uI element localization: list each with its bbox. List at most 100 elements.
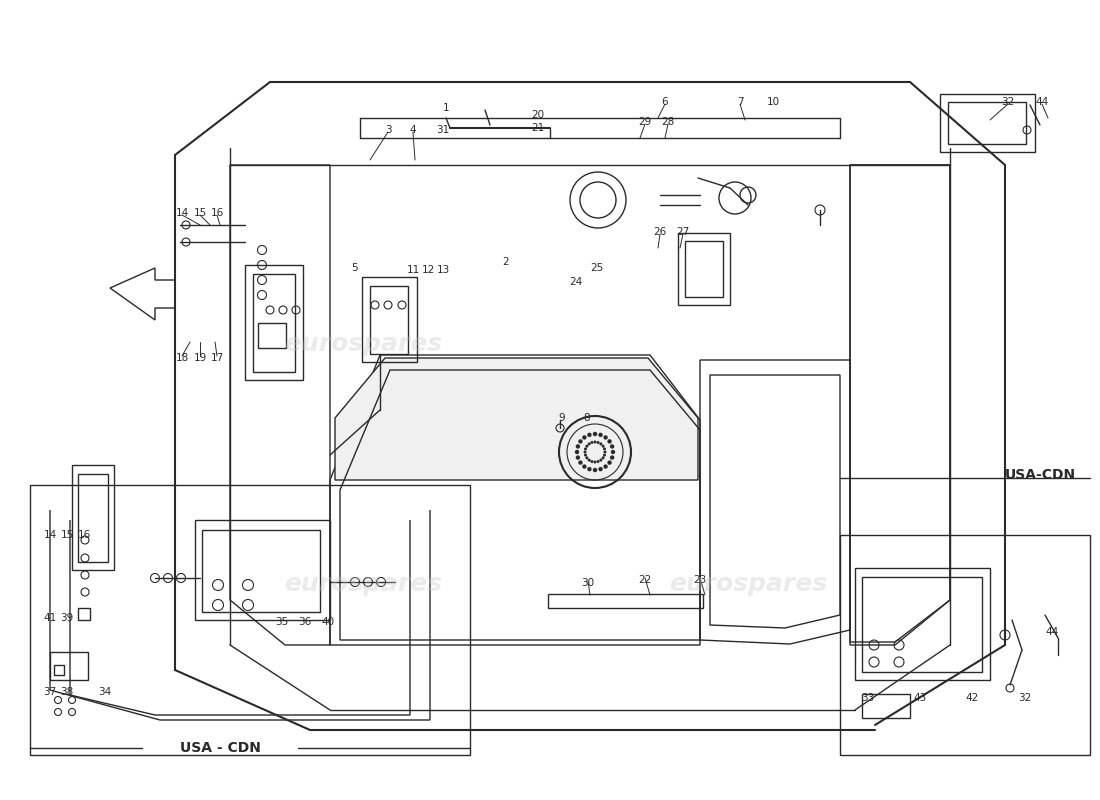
Circle shape [594, 441, 596, 443]
Text: 6: 6 [662, 97, 669, 107]
Circle shape [602, 456, 605, 459]
Text: eurospares: eurospares [284, 332, 442, 356]
Bar [253, 274, 295, 372]
Text: 9: 9 [559, 413, 565, 423]
Text: eurospares: eurospares [284, 572, 442, 596]
Circle shape [575, 455, 580, 460]
Text: 26: 26 [653, 227, 667, 237]
Circle shape [583, 450, 586, 454]
Text: 12: 12 [421, 265, 434, 275]
Text: 35: 35 [275, 617, 288, 627]
Circle shape [598, 433, 603, 437]
Bar [78, 474, 108, 562]
Text: 25: 25 [591, 263, 604, 273]
Text: 22: 22 [638, 575, 651, 585]
Circle shape [607, 439, 612, 444]
Text: 44: 44 [1045, 627, 1058, 637]
Bar [840, 535, 1090, 755]
Circle shape [598, 467, 603, 471]
Text: 34: 34 [98, 687, 111, 697]
Bar [370, 286, 408, 354]
Bar [245, 265, 302, 380]
Text: 30: 30 [582, 578, 595, 588]
Text: 44: 44 [1035, 97, 1048, 107]
Text: 5: 5 [352, 263, 359, 273]
Bar [258, 323, 286, 348]
Circle shape [591, 460, 593, 463]
Text: 40: 40 [321, 617, 334, 627]
Text: 2: 2 [503, 257, 509, 267]
Text: 33: 33 [861, 693, 875, 703]
Circle shape [600, 458, 603, 462]
Bar [685, 241, 723, 297]
Bar [72, 465, 114, 570]
Circle shape [584, 447, 587, 450]
Circle shape [609, 444, 614, 449]
Text: 41: 41 [43, 613, 56, 623]
Circle shape [604, 450, 606, 454]
Bar [855, 568, 990, 680]
Circle shape [607, 460, 612, 465]
Circle shape [587, 442, 591, 446]
Text: 32: 32 [1001, 97, 1014, 107]
Text: 3: 3 [385, 125, 392, 135]
Circle shape [575, 450, 580, 454]
Text: 15: 15 [194, 208, 207, 218]
Circle shape [593, 432, 597, 436]
Text: 37: 37 [43, 687, 56, 697]
Text: 16: 16 [77, 530, 90, 540]
Circle shape [610, 450, 615, 454]
Text: 1: 1 [442, 103, 449, 113]
Circle shape [609, 455, 614, 460]
Bar [50, 652, 88, 680]
Text: 24: 24 [570, 277, 583, 287]
Text: 4: 4 [409, 125, 416, 135]
Bar [195, 520, 330, 620]
Bar [78, 608, 90, 620]
Circle shape [594, 461, 596, 463]
Text: 31: 31 [437, 125, 450, 135]
Text: 17: 17 [210, 353, 223, 363]
Circle shape [602, 445, 605, 448]
Polygon shape [336, 358, 698, 480]
Text: 32: 32 [1019, 693, 1032, 703]
Text: 11: 11 [406, 265, 419, 275]
Circle shape [587, 458, 591, 462]
Bar [678, 233, 730, 305]
Circle shape [587, 467, 592, 471]
Bar [362, 277, 417, 362]
Text: 21: 21 [531, 123, 544, 133]
Bar [548, 594, 703, 608]
Text: eurospares: eurospares [669, 572, 827, 596]
Bar [54, 665, 64, 675]
Circle shape [596, 460, 600, 463]
Circle shape [582, 435, 586, 440]
Text: 8: 8 [584, 413, 591, 423]
Circle shape [603, 447, 606, 450]
Text: 23: 23 [693, 575, 706, 585]
Text: 16: 16 [210, 208, 223, 218]
Text: 29: 29 [638, 117, 651, 127]
Circle shape [593, 468, 597, 472]
Circle shape [604, 464, 608, 469]
Circle shape [575, 444, 580, 449]
Text: 18: 18 [175, 353, 188, 363]
Circle shape [585, 456, 588, 459]
Text: 19: 19 [194, 353, 207, 363]
Circle shape [604, 435, 608, 440]
Circle shape [591, 441, 593, 444]
Text: 20: 20 [531, 110, 544, 120]
Bar [30, 485, 470, 755]
Circle shape [600, 442, 603, 446]
Circle shape [585, 445, 588, 448]
Circle shape [603, 454, 606, 457]
Circle shape [584, 454, 587, 457]
Text: 28: 28 [661, 117, 674, 127]
Text: 7: 7 [737, 97, 744, 107]
Text: 43: 43 [913, 693, 926, 703]
Text: 27: 27 [676, 227, 690, 237]
Circle shape [582, 464, 586, 469]
Text: 42: 42 [966, 693, 979, 703]
Text: 14: 14 [43, 530, 56, 540]
Circle shape [579, 460, 583, 465]
